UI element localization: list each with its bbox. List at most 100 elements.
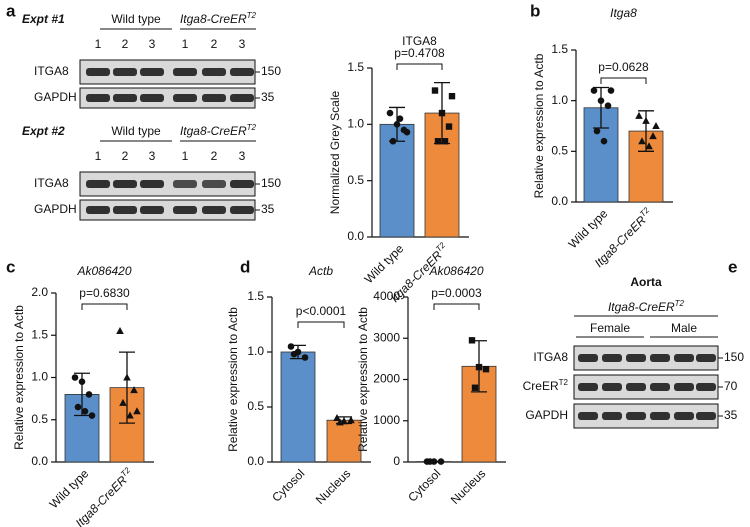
data-point <box>126 411 134 419</box>
blot-title: Expt #2 <box>22 124 65 138</box>
blot-band <box>230 68 254 76</box>
y-axis-label: Relative expression to Actb <box>12 305 26 450</box>
y-tick-label: 0.0 <box>247 454 264 468</box>
data-point <box>347 416 355 424</box>
significance-bracket <box>600 77 647 84</box>
y-tick-label: 2.0 <box>31 285 48 299</box>
x-tick-label: Wild type <box>47 466 92 511</box>
blot-band <box>674 383 694 391</box>
marker-label: 35 <box>261 90 275 104</box>
data-point <box>123 373 131 381</box>
group-label: Female <box>590 321 630 335</box>
x-tick-label: Cytosol <box>405 466 443 504</box>
data-point <box>301 354 309 361</box>
y-tick-label: 0 <box>393 454 400 468</box>
data-point <box>88 412 96 419</box>
data-point <box>597 97 605 104</box>
y-tick-label: 1.5 <box>31 327 48 341</box>
data-point <box>133 407 141 415</box>
data-point <box>593 127 601 135</box>
error-bar <box>593 86 609 129</box>
blot-band <box>696 354 716 362</box>
blot-band <box>202 94 226 102</box>
data-point <box>652 122 660 129</box>
group-label-sup: T2 <box>247 123 257 132</box>
group-label: Male <box>671 321 697 335</box>
lane-label: 3 <box>149 149 156 163</box>
y-tick-label: 4000 <box>373 289 400 303</box>
y-tick-label: 0.5 <box>347 173 364 187</box>
row-label: GAPDH <box>34 202 77 216</box>
row-label-sup: T2 <box>559 378 569 387</box>
y-tick-label: 0.5 <box>247 399 264 413</box>
data-point <box>434 138 442 145</box>
data-point <box>396 115 404 122</box>
panel-label: b <box>530 1 540 20</box>
blot-band <box>173 94 197 102</box>
chart-title: Actb <box>308 264 333 278</box>
lane-label: 1 <box>95 37 102 51</box>
significance-bracket <box>81 303 128 310</box>
blot-band <box>230 180 254 188</box>
blot-band <box>578 354 598 362</box>
blot-band <box>140 94 164 102</box>
lane-label: 3 <box>239 37 246 51</box>
data-point <box>635 111 643 119</box>
y-tick-label: 1000 <box>373 413 400 427</box>
data-point <box>448 92 456 100</box>
p-value: p=0.6830 <box>79 286 130 300</box>
group-label-sup: T2 <box>247 11 257 20</box>
row-label: GAPDH <box>34 90 77 104</box>
data-point <box>426 458 434 465</box>
marker-label: 150 <box>261 64 281 78</box>
data-point <box>403 128 411 136</box>
data-point <box>74 403 82 411</box>
y-tick-label: 0.0 <box>31 454 48 468</box>
panel-label: c <box>6 257 15 276</box>
blot-band <box>602 412 622 420</box>
data-point <box>604 102 612 110</box>
error-bar <box>119 351 135 424</box>
blot-band <box>86 180 110 188</box>
row-label: ITGA8 <box>34 176 69 190</box>
data-point <box>389 137 397 145</box>
y-tick-label: 1.0 <box>31 370 48 384</box>
x-tick-label: Nucleus <box>448 466 489 507</box>
data-point <box>607 87 615 94</box>
p-value: p<0.0001 <box>296 304 347 318</box>
x-tick-label-sup: T2 <box>638 205 651 218</box>
chart-title: Itga8 <box>610 6 637 20</box>
data-point <box>482 365 490 373</box>
y-tick-label: 0.0 <box>551 194 568 208</box>
data-point <box>471 384 479 391</box>
x-tick-label: Wild type <box>566 206 611 251</box>
marker-label: 150 <box>261 176 281 190</box>
y-axis-label: Relative expression to Actb <box>226 307 240 452</box>
y-tick-label: 1.5 <box>347 60 364 74</box>
blot-header-sup: T2 <box>675 299 685 308</box>
y-tick-label: 1.5 <box>551 42 568 56</box>
blot-band <box>578 412 598 420</box>
data-point <box>475 363 483 371</box>
marker-label: 150 <box>724 350 744 364</box>
y-tick-label: 2000 <box>373 372 400 386</box>
chart-title: Ak086420 <box>428 264 483 278</box>
lane-label: 2 <box>122 37 129 51</box>
blot-band <box>86 68 110 76</box>
blot-band <box>674 354 694 362</box>
group-label: Wild type <box>111 124 161 138</box>
blot-band <box>202 206 226 214</box>
group-label: Itga8-CreERT2 <box>180 123 257 139</box>
blot-title: Aorta <box>630 275 662 289</box>
blot-band <box>202 68 226 76</box>
row-label: ITGA8 <box>533 350 568 364</box>
data-point <box>130 386 138 394</box>
data-point <box>437 458 445 465</box>
row-label: ITGA8 <box>34 64 69 78</box>
row-label: GAPDH <box>525 408 568 422</box>
data-point <box>441 138 449 145</box>
data-point <box>445 123 453 130</box>
blot-band <box>674 412 694 420</box>
